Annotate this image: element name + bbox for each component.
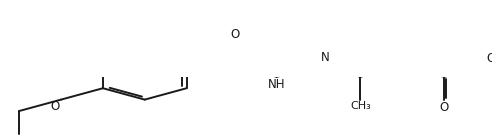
Text: O: O (51, 100, 60, 113)
Text: CH₃: CH₃ (350, 101, 371, 111)
Text: O: O (487, 52, 492, 65)
Text: O: O (230, 28, 240, 41)
Text: NH: NH (268, 78, 285, 91)
Text: N: N (320, 51, 329, 64)
Text: O: O (439, 101, 449, 114)
